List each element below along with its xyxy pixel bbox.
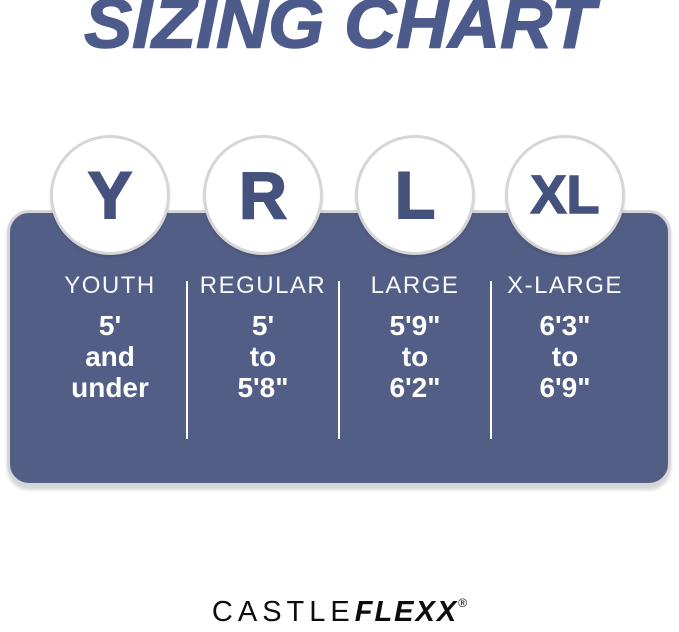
size-badge-youth: Y [50,135,170,255]
size-column-xlarge: X-LARGE 6'3" to 6'9" [477,272,653,404]
height-range-line: and [85,341,135,372]
height-range-line: 5' [98,310,122,341]
size-abbr-youth: Y [87,158,133,232]
height-range: 5' and under [22,310,198,403]
height-range-line: 5' [251,310,275,341]
column-divider [490,281,492,439]
size-column-youth: YOUTH 5' and under [22,272,198,404]
registered-trademark-symbol: ® [458,596,468,610]
brand-name-flexx: FLEXX [354,596,459,628]
height-range-line: to [249,341,277,372]
size-badge-large: L [355,135,475,255]
column-divider [338,281,340,439]
height-range-line: 5'8" [237,372,289,403]
size-abbr-xlarge: XL [530,165,601,225]
size-badge-regular: R [203,135,323,255]
size-abbr-large: L [394,158,436,232]
height-range: 6'3" to 6'9" [477,310,653,403]
size-column-large: LARGE 5'9" to 6'2" [327,272,503,404]
brand-logo: CASTLEFLEXX® [0,596,679,629]
size-column-regular: REGULAR 5' to 5'8" [175,272,351,404]
size-abbr-regular: R [238,158,288,232]
height-range: 5'9" to 6'2" [327,310,503,403]
height-range-line: 5'9" [389,310,441,341]
column-label: X-LARGE [507,272,623,299]
height-range-line: to [401,341,429,372]
height-range-line: 6'9" [539,372,591,403]
height-range-line: 6'2" [389,372,441,403]
height-range: 5' to 5'8" [175,310,351,403]
column-label: LARGE [370,272,460,299]
column-divider [186,281,188,439]
brand-name-castle: CASTLE [211,596,355,628]
size-badge-xlarge: XL [505,135,625,255]
height-range-line: under [71,372,149,403]
column-label: YOUTH [64,272,156,299]
column-label: REGULAR [199,272,327,299]
height-range-line: to [551,341,579,372]
page-title: SIZING CHART [83,0,595,63]
height-range-line: 6'3" [539,310,591,341]
